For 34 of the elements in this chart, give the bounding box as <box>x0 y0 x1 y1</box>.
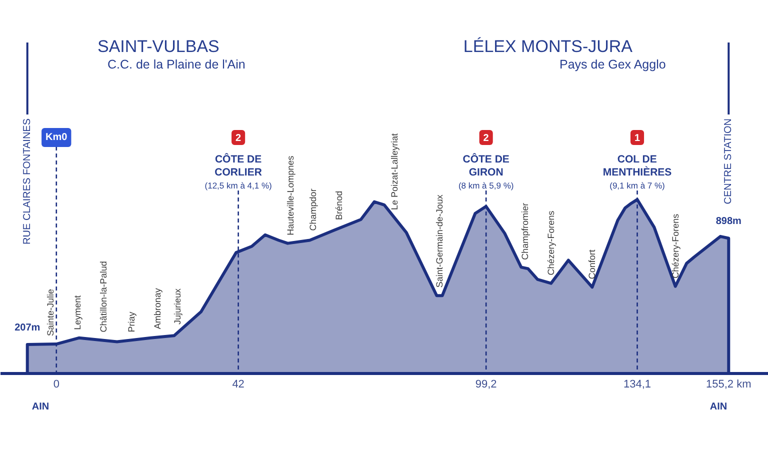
ref-line-label: 2 CÔTE DE CORLIER (12,5 km à 4,1 %) <box>204 133 272 190</box>
annotation: Sainte-Julie <box>46 289 56 336</box>
annotation: Jujurieux <box>172 288 183 325</box>
annotation: Priay <box>126 311 137 332</box>
annotation: Hauteville-Lompnes <box>285 155 296 236</box>
data-label: 898m <box>716 216 742 228</box>
ref-line-label: 2 CÔTE DE GIRON (8 km à 5,9 %) <box>458 133 514 190</box>
text: Pays de Gex Agglo <box>559 58 666 72</box>
ref-line-label: CENTRE STATION <box>723 118 734 204</box>
text: AIN <box>710 402 728 412</box>
annotation: Leyment <box>72 294 83 330</box>
ref-line-label: RUE CLAIRES FONTAINES <box>22 118 33 244</box>
x-tick-label: 0 <box>53 378 60 390</box>
annotation: Le Poizat-Lalleyriat <box>390 132 400 210</box>
annotation: Confort <box>587 249 598 280</box>
chart-title: SAINT-VULBAS <box>98 37 220 56</box>
annotation: Champfromier <box>520 202 530 260</box>
text: AIN <box>32 402 50 412</box>
ref-line-label: 1 COL DE MENTHIÈRES (9,1 km à 7 %) <box>602 133 672 190</box>
annotation: Ambronay <box>152 288 162 330</box>
x-tick-label: 155,2 km <box>706 378 752 390</box>
x-tick-label: 134,1 <box>623 378 652 390</box>
annotation: Chézery-Forens <box>670 213 680 278</box>
data-label: 207m <box>14 322 40 334</box>
ref-line-label: Km0 <box>46 132 68 143</box>
annotation: Chézery-Forens <box>546 210 556 276</box>
annotation: Champdor <box>308 188 318 231</box>
annotation: Saint-Germain-de-Joux <box>434 194 445 288</box>
text: LÉLEX MONTS-JURA <box>463 37 634 56</box>
x-tick-label: 99,2 <box>475 378 497 390</box>
annotation: Châtillon-la-Palud <box>98 261 109 332</box>
annotation: Brénod <box>334 190 344 220</box>
chart-subtitle: C.C. de la Plaine de l'Ain <box>108 58 246 72</box>
x-tick-label: 42 <box>232 378 244 390</box>
